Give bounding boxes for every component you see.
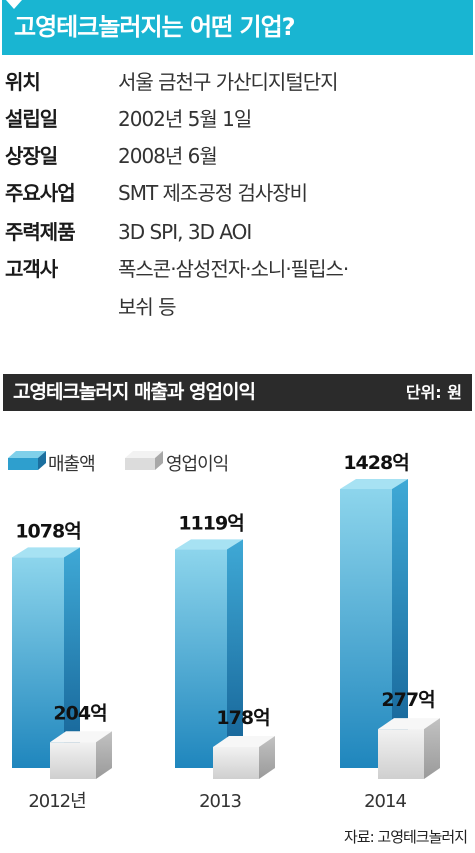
revenue-data-label: 1119억 (178, 512, 243, 534)
legend-revenue-swatch-side (38, 451, 46, 470)
info-value: 2002년 5월 1일 (118, 107, 252, 131)
revenue-bar-side (227, 539, 243, 768)
profit-bar-side (424, 718, 440, 779)
chart-header: 고영테크놀러지 매출과 영업이익 단위: 원 (3, 374, 472, 411)
page-title-text: 고영테크놀러지는 어떤 기업? (14, 13, 296, 41)
revenue-data-label: 1078억 (15, 520, 80, 542)
legend-profit-label: 영업이익 (166, 454, 228, 475)
info-label: 주요사업 (5, 181, 76, 205)
info-label: 위치 (5, 70, 41, 94)
revenue-bar-top (340, 479, 408, 489)
source-note: 자료: 고영테크놀러지 (343, 828, 468, 846)
profit-data-label: 178억 (216, 707, 269, 729)
profit-bar-front (213, 746, 259, 779)
info-label: 상장일 (5, 144, 58, 168)
info-value: 2008년 6월 (118, 144, 218, 168)
revenue-bar-top (175, 539, 243, 550)
profit-bar-side (259, 735, 275, 779)
info-label: 설립일 (5, 107, 58, 131)
legend-revenue-swatch-front (8, 458, 38, 470)
revenue-bar-side (64, 547, 80, 768)
page-title: 고영테크놀러지는 어떤 기업? (2, 0, 473, 55)
chart-title: 고영테크놀러지 매출과 영업이익 (13, 381, 256, 403)
info-value: 서울 금천구 가산디지털단지 (118, 70, 339, 94)
info-value: 3D SPI, 3D AOI (118, 220, 252, 244)
info-label: 주력제품 (5, 220, 76, 244)
revenue-bar-side (392, 479, 408, 768)
revenue-data-label: 1428억 (343, 452, 408, 474)
legend-revenue-label: 매출액 (48, 454, 95, 475)
profit-bar-top (378, 718, 440, 730)
legend-profit-swatch-front (125, 458, 155, 470)
profit-bar-side (96, 731, 112, 779)
profit-bar-top (50, 731, 112, 743)
info-value: SMT 제조공정 검사장비 (118, 181, 308, 205)
info-value: 보쉬 등 (118, 295, 177, 319)
profit-bar-front (378, 729, 424, 779)
legend-profit-swatch-top (125, 451, 163, 458)
legend-revenue-swatch-top (8, 451, 46, 458)
chart-unit: 단위: 원 (405, 383, 462, 402)
legend-profit-swatch-side (155, 451, 163, 470)
revenue-bar-front (340, 489, 392, 768)
x-tick-label: 2014 (364, 791, 406, 812)
profit-data-label: 204억 (53, 702, 106, 724)
x-tick-label: 2013 (199, 791, 241, 812)
profit-bar-front (50, 742, 96, 779)
title-notch-decoration (6, 0, 22, 9)
revenue-bar-top (12, 547, 80, 558)
x-tick-label: 2012년 (28, 791, 85, 812)
revenue-bar-front (175, 549, 227, 768)
revenue-bar-front (12, 557, 64, 768)
info-value: 폭스콘·삼성전자·소니·필립스· (118, 257, 349, 281)
info-label: 고객사 (5, 257, 58, 281)
profit-data-label: 277억 (381, 689, 434, 711)
profit-bar-top (213, 735, 275, 747)
